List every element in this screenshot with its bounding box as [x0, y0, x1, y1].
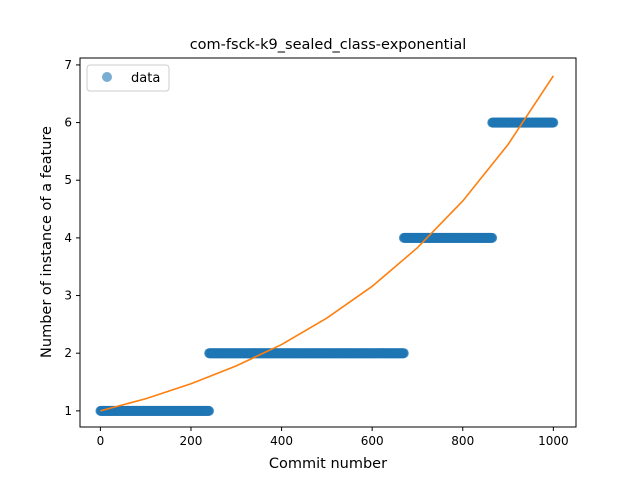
- y-axis-label: Number of instance of a feature: [39, 126, 55, 358]
- y-tick-label: 3: [64, 289, 72, 303]
- x-tick-label: 600: [361, 434, 384, 448]
- chart-title: com-fsck-k9_sealed_class-exponential: [190, 37, 467, 53]
- x-axis: 0 200 400 600 800 1000: [97, 427, 569, 448]
- data-point: [548, 117, 559, 128]
- x-tick-label: 400: [270, 434, 293, 448]
- plot-area: [95, 75, 559, 416]
- legend-label-data: data: [131, 71, 160, 86]
- x-axis-label: Commit number: [269, 456, 387, 472]
- legend-marker-data: [102, 72, 112, 82]
- x-tick-label: 200: [180, 434, 203, 448]
- y-tick-label: 4: [64, 231, 72, 245]
- y-axis: 1 2 3 4 5 6 7: [64, 58, 80, 418]
- axes-frame: [79, 57, 577, 428]
- x-tick-label: 1000: [538, 434, 569, 448]
- y-tick-label: 2: [64, 346, 72, 360]
- y-tick-label: 7: [64, 58, 72, 72]
- legend: data: [86, 64, 170, 92]
- x-tick-label: 0: [97, 434, 105, 448]
- legend-box: [86, 64, 170, 92]
- y-tick-label: 6: [64, 116, 72, 130]
- data-point: [398, 348, 409, 359]
- x-tick-label: 800: [451, 434, 474, 448]
- y-tick-label: 5: [64, 173, 72, 187]
- data-point: [487, 232, 498, 243]
- fit-line: [100, 75, 555, 412]
- data-point: [204, 405, 215, 416]
- y-tick-label: 1: [64, 404, 72, 418]
